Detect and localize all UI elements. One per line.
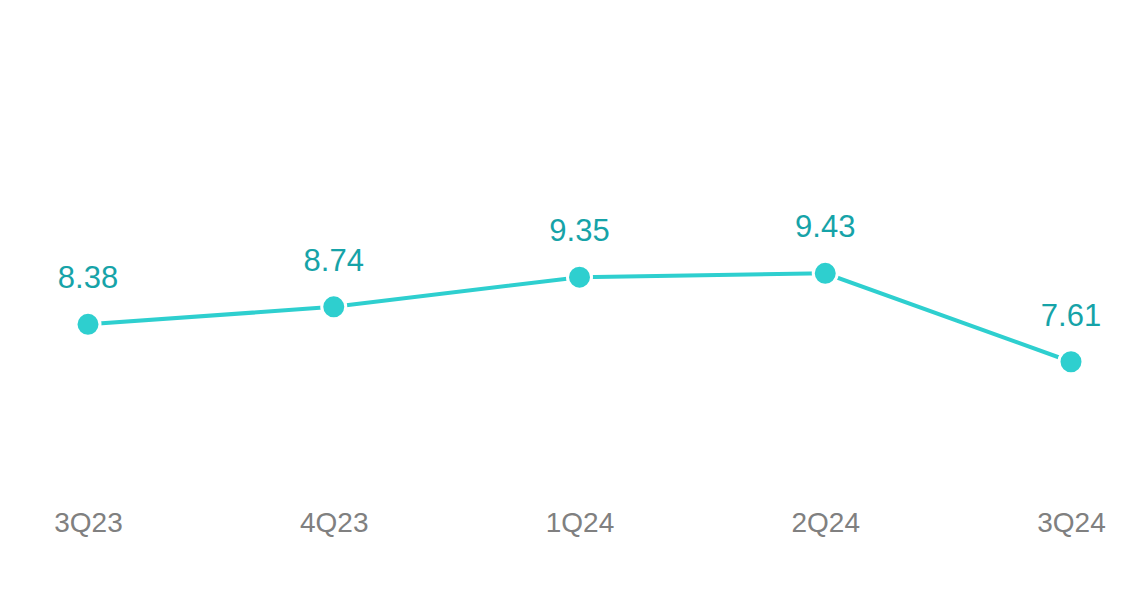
x-tick: 3Q23 — [54, 507, 123, 538]
x-tick: 4Q23 — [300, 507, 369, 538]
marker — [76, 312, 100, 336]
x-tick-label: 2Q24 — [792, 507, 861, 538]
data-label: 8.74 — [304, 243, 364, 278]
marker — [322, 295, 346, 319]
x-tick: 1Q24 — [546, 507, 615, 538]
x-tick: 3Q24 — [1037, 507, 1106, 538]
plot-area — [76, 261, 1083, 373]
chart: 3Q23 4Q23 1Q24 2Q24 3Q24 8.38 8.74 9.35 9.43 7.61 — [0, 0, 1146, 594]
data-label: 7.61 — [1041, 298, 1101, 333]
data-label: 9.43 — [795, 209, 855, 244]
data-label: 9.35 — [549, 213, 609, 248]
marker — [568, 265, 592, 289]
x-axis: 3Q23 4Q23 1Q24 2Q24 3Q24 — [54, 507, 1106, 538]
marker — [1059, 350, 1083, 374]
marker — [813, 261, 837, 285]
x-tick-label: 3Q24 — [1037, 507, 1106, 538]
x-tick-label: 3Q23 — [54, 507, 123, 538]
x-tick: 2Q24 — [792, 507, 861, 538]
data-label: 8.38 — [58, 260, 118, 295]
data-labels: 8.38 8.74 9.35 9.43 7.61 — [58, 209, 1101, 332]
x-tick-label: 4Q23 — [300, 507, 369, 538]
x-tick-label: 1Q24 — [546, 507, 615, 538]
